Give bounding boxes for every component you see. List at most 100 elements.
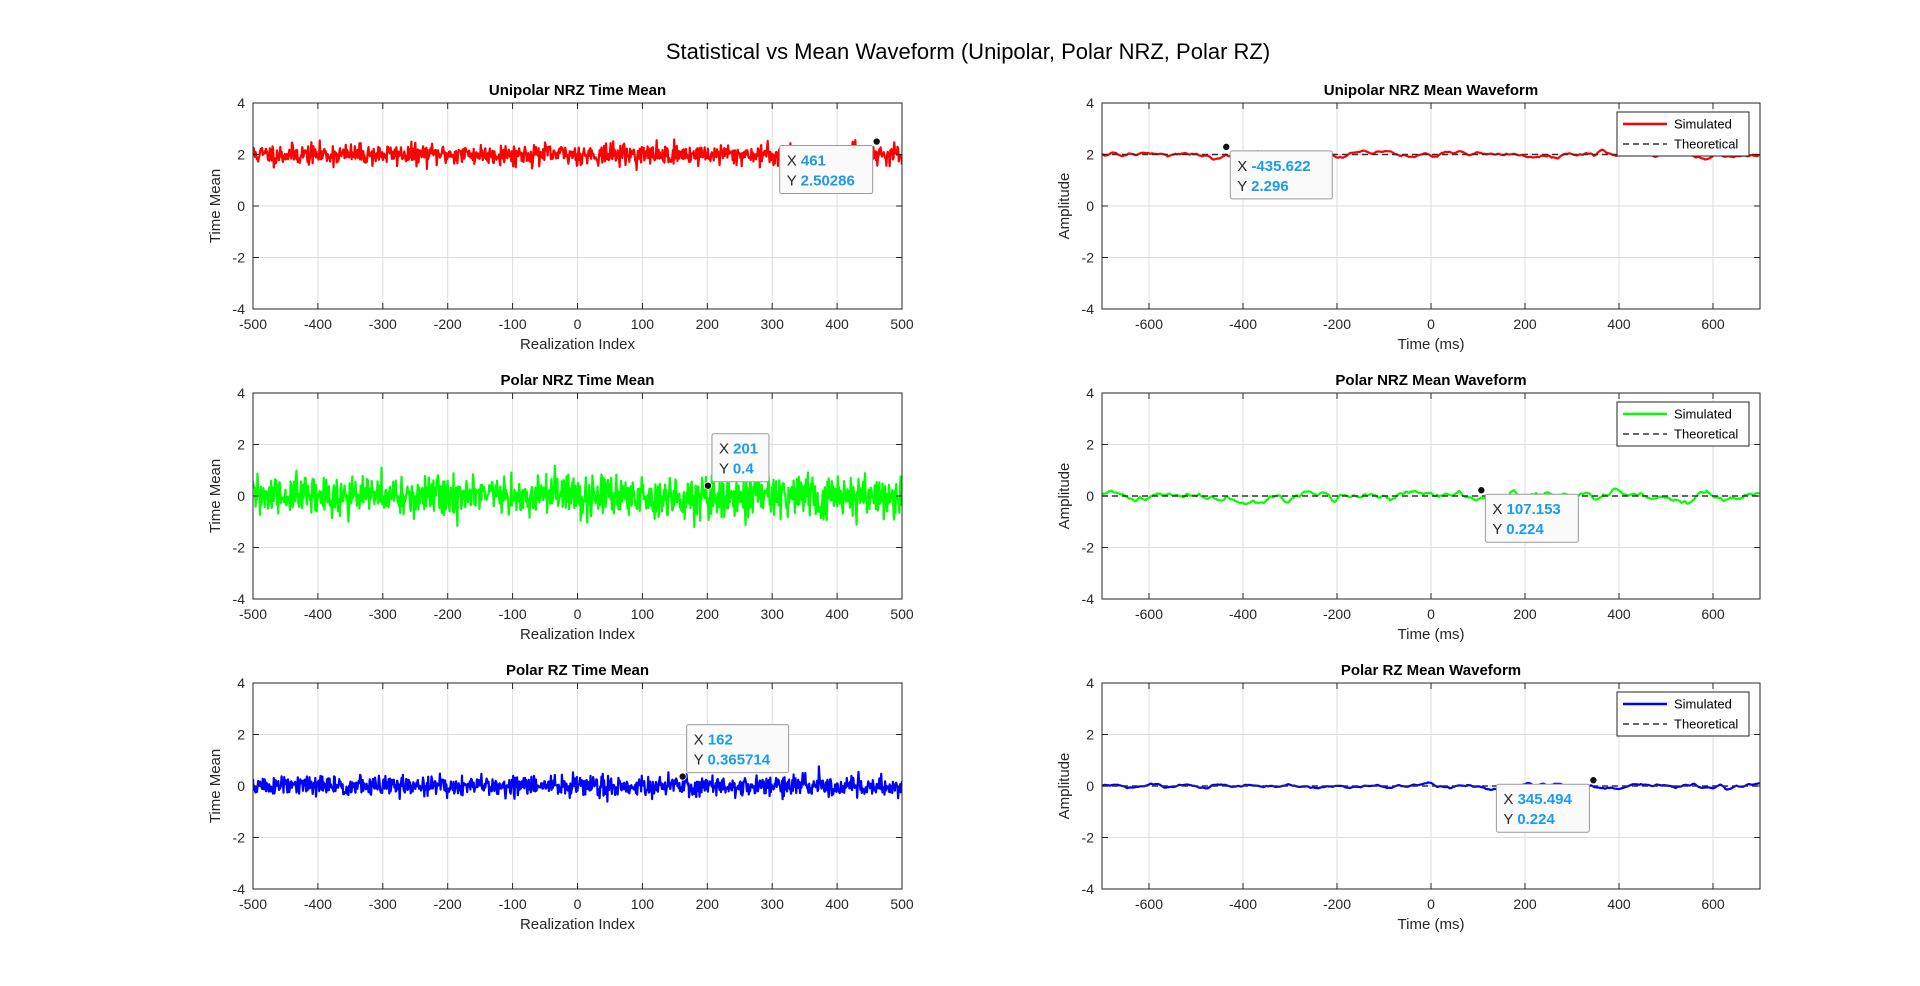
x-tick-label: 600 [1701,896,1725,912]
x-tick-label: -200 [1323,606,1351,622]
data-tip-y: Y 0.365714 [694,752,771,769]
series-line [253,464,902,529]
data-tip-y: Y 0.224 [1492,521,1544,538]
x-tick-label: -600 [1135,896,1163,912]
series-line [253,765,902,803]
data-tip-y: Y 0.4 [719,461,754,478]
x-tick-label: 200 [1513,316,1537,332]
axes: -600 -400 -200 0 200 400 600 -4 -2 0 2 4 [1082,95,1761,332]
y-tick-label: 0 [1086,778,1094,794]
y-tick-label: -4 [1082,301,1095,317]
x-tick-label: -400 [304,606,332,622]
subplot-title: Polar NRZ Time Mean [501,372,655,389]
y-tick-label: -2 [233,250,246,266]
x-tick-label: 300 [761,896,785,912]
y-tick-label: 0 [1086,488,1094,504]
x-axis-label: Realization Index [520,626,636,643]
data-tip-box [1229,150,1333,200]
legend-entry-label: Theoretical [1674,137,1738,152]
x-tick-label: 400 [825,896,849,912]
data-tip-marker[interactable] [872,137,881,146]
simulated-line [1102,781,1760,791]
legend-entry-label: Theoretical [1674,717,1738,732]
x-tick-label: 0 [1427,606,1435,622]
y-tick-label: -4 [1082,881,1095,897]
y-tick-label: 4 [237,675,245,691]
x-tick-label: -500 [239,606,267,622]
x-tick-label: 400 [825,316,849,332]
axes: -500 -400 -300 -200 -100 0 100 200 300 400 500 -4 -2… [233,95,914,332]
y-tick-label: -2 [233,540,246,556]
subplot-6: -600 -400 -200 0 200 400 600 -4 -2 0 2 4 Polar RZ Me… [1056,662,1761,933]
y-tick-label: 0 [237,488,245,504]
x-tick-label: 400 [1607,606,1631,622]
legend: Simulated Theoretical [1616,691,1750,737]
x-tick-label: 400 [825,606,849,622]
legend: Simulated Theoretical [1616,111,1750,157]
x-tick-label: 0 [574,606,582,622]
simulated-line [1102,487,1760,506]
data-tip[interactable]: X 461 Y 2.50286 [779,137,881,195]
y-tick-label: 2 [1086,147,1094,163]
legend: Simulated Theoretical [1616,401,1750,447]
data-tip-y: Y 0.224 [1503,811,1555,828]
x-tick-label: 500 [890,606,914,622]
data-tip-box [711,433,770,483]
data-tip-x: X 162 [694,732,733,749]
data-tip[interactable]: X 201 Y 0.4 [703,433,770,490]
figure-suptitle: Statistical vs Mean Waveform (Unipolar, … [666,39,1270,64]
x-axis-label: Realization Index [520,336,636,353]
x-tick-label: -300 [369,606,397,622]
y-axis-label: Time Mean [207,749,224,823]
subplot-title: Unipolar NRZ Mean Waveform [1324,82,1538,99]
data-tip[interactable]: X 162 Y 0.365714 [678,724,790,781]
x-tick-label: -200 [434,896,462,912]
y-tick-label: 2 [1086,437,1094,453]
legend-entry-label: Theoretical [1674,427,1738,442]
x-tick-label: 0 [574,896,582,912]
subplot-1: -500 -400 -300 -200 -100 0 100 200 300 400 500 -4 -2… [207,82,914,353]
legend-entry-label: Simulated [1674,407,1732,422]
data-tip-marker[interactable] [1222,142,1231,151]
x-axis-label: Realization Index [520,916,636,933]
x-axis-label: Time (ms) [1398,916,1465,933]
data-tip[interactable]: X 345.494 Y 0.224 [1495,776,1598,833]
x-tick-label: -400 [1229,896,1257,912]
subplot-title: Polar NRZ Mean Waveform [1335,372,1526,389]
data-tip-marker[interactable] [1477,486,1486,495]
x-tick-label: 400 [1607,316,1631,332]
x-tick-label: 0 [574,316,582,332]
x-tick-label: -600 [1135,316,1163,332]
data-tip-x: X 201 [719,441,758,458]
data-tip-x: X 345.494 [1503,791,1572,808]
x-tick-label: 100 [631,316,655,332]
y-tick-label: 2 [237,437,245,453]
x-tick-label: 300 [761,316,785,332]
y-tick-label: -2 [1082,830,1095,846]
data-tip[interactable]: X -435.622 Y 2.296 [1222,142,1333,200]
data-tip-x: X -435.622 [1237,158,1310,175]
y-tick-label: 2 [237,147,245,163]
y-tick-label: -4 [233,301,246,317]
axes: -500 -400 -300 -200 -100 0 100 200 300 400 500 -4 -2… [233,675,914,912]
subplot-grid: -500 -400 -300 -200 -100 0 100 200 300 400 500-4-2… [207,82,1761,933]
axes: -600 -400 -200 0 200 400 600 -4 -2 0 2 4 [1082,385,1761,622]
x-tick-label: 500 [890,316,914,332]
legend-box [1616,691,1750,737]
series-group [253,464,902,529]
x-tick-label: -300 [369,896,397,912]
data-tip[interactable]: X 107.153 Y 0.224 [1477,486,1579,543]
data-tip-marker[interactable] [703,481,712,490]
x-tick-label: 200 [696,316,720,332]
data-tip-box [1495,783,1590,833]
x-tick-label: -100 [499,896,527,912]
x-tick-label: -400 [304,316,332,332]
y-tick-label: -4 [233,591,246,607]
data-tip-marker[interactable] [1589,776,1598,785]
y-tick-label: 0 [237,198,245,214]
data-tip-x: X 107.153 [1492,501,1560,518]
x-tick-label: 400 [1607,896,1631,912]
data-tip-box [779,145,874,195]
y-tick-label: -2 [1082,250,1095,266]
data-tip-marker[interactable] [678,772,687,781]
